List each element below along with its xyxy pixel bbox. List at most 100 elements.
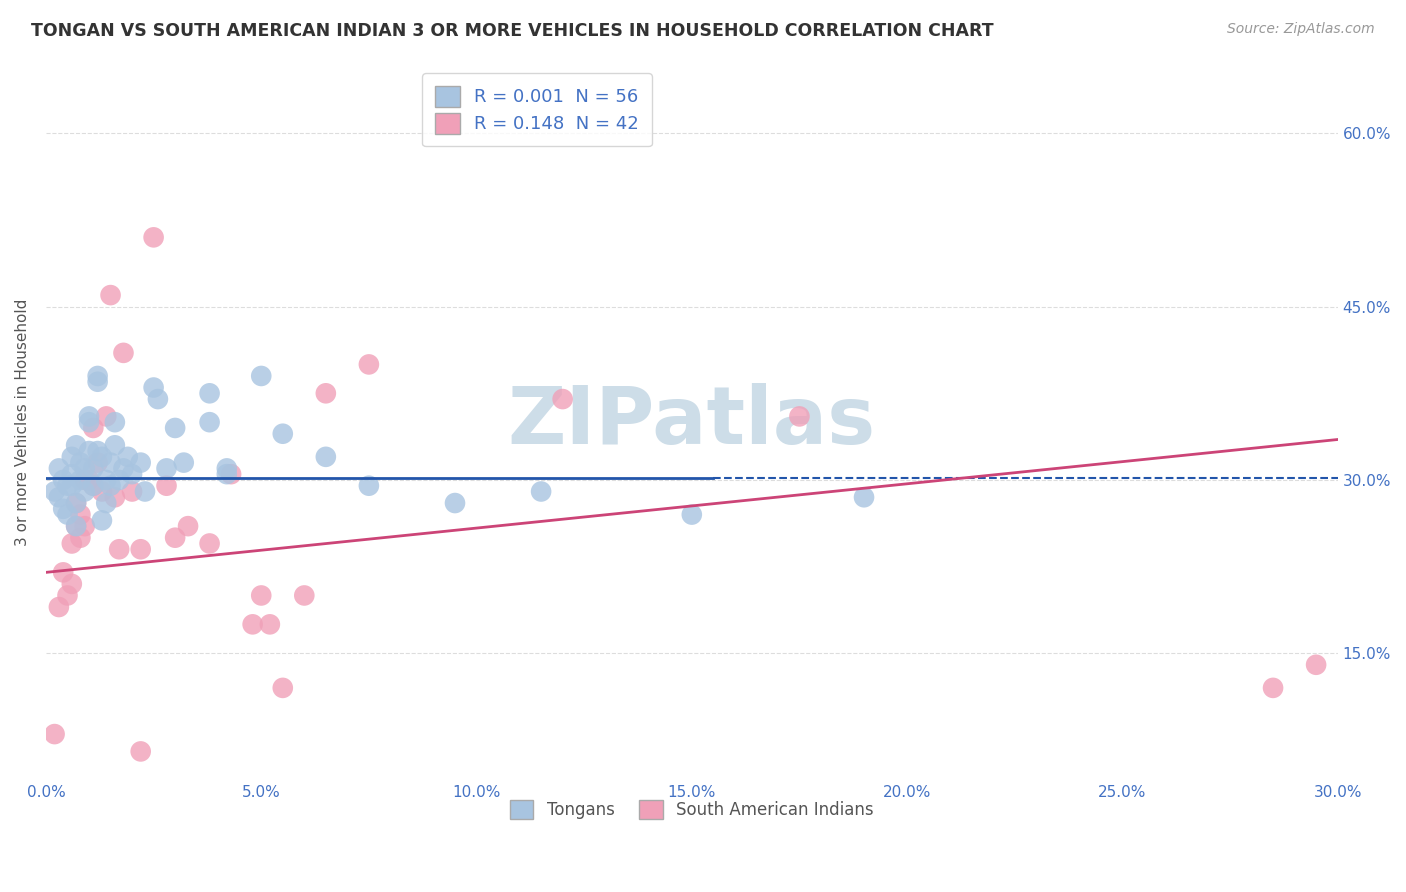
Point bbox=[65, 496, 87, 510]
Point bbox=[82, 479, 104, 493]
Point bbox=[177, 519, 200, 533]
Point bbox=[77, 444, 100, 458]
Point bbox=[69, 508, 91, 522]
Point bbox=[357, 479, 380, 493]
Point bbox=[100, 288, 122, 302]
Point bbox=[48, 600, 70, 615]
Point bbox=[91, 450, 114, 464]
Point bbox=[142, 380, 165, 394]
Point bbox=[165, 421, 187, 435]
Point bbox=[56, 479, 79, 493]
Point bbox=[52, 501, 75, 516]
Text: ZIPatlas: ZIPatlas bbox=[508, 384, 876, 461]
Point bbox=[121, 484, 143, 499]
Point bbox=[271, 426, 294, 441]
Point bbox=[77, 473, 100, 487]
Point bbox=[551, 392, 574, 406]
Point bbox=[173, 456, 195, 470]
Point bbox=[129, 744, 152, 758]
Point bbox=[60, 577, 83, 591]
Point bbox=[86, 375, 108, 389]
Point bbox=[104, 415, 127, 429]
Point bbox=[853, 490, 876, 504]
Point bbox=[65, 438, 87, 452]
Point bbox=[292, 589, 315, 603]
Point bbox=[250, 589, 273, 603]
Point bbox=[129, 542, 152, 557]
Point bbox=[77, 415, 100, 429]
Point bbox=[357, 358, 380, 372]
Point bbox=[1305, 657, 1327, 672]
Point bbox=[250, 368, 273, 383]
Point bbox=[48, 490, 70, 504]
Point bbox=[198, 386, 221, 401]
Point bbox=[444, 496, 467, 510]
Point bbox=[104, 490, 127, 504]
Point bbox=[77, 409, 100, 424]
Point bbox=[69, 531, 91, 545]
Point bbox=[112, 346, 135, 360]
Point bbox=[86, 456, 108, 470]
Point bbox=[69, 456, 91, 470]
Point bbox=[91, 513, 114, 527]
Point bbox=[215, 467, 238, 482]
Point bbox=[60, 450, 83, 464]
Point bbox=[60, 467, 83, 482]
Point bbox=[121, 467, 143, 482]
Point bbox=[82, 479, 104, 493]
Point bbox=[108, 473, 131, 487]
Point bbox=[82, 461, 104, 475]
Point bbox=[65, 519, 87, 533]
Point bbox=[142, 230, 165, 244]
Point bbox=[44, 727, 66, 741]
Point bbox=[100, 479, 122, 493]
Point bbox=[530, 484, 553, 499]
Point bbox=[73, 484, 96, 499]
Point bbox=[259, 617, 281, 632]
Point bbox=[112, 461, 135, 475]
Point bbox=[315, 450, 337, 464]
Point bbox=[789, 409, 811, 424]
Point bbox=[69, 473, 91, 487]
Point bbox=[65, 519, 87, 533]
Point bbox=[146, 392, 169, 406]
Point bbox=[73, 473, 96, 487]
Point bbox=[198, 415, 221, 429]
Point bbox=[219, 467, 242, 482]
Point bbox=[117, 450, 139, 464]
Point bbox=[681, 508, 703, 522]
Point bbox=[315, 386, 337, 401]
Point bbox=[86, 368, 108, 383]
Point bbox=[96, 496, 118, 510]
Point bbox=[129, 456, 152, 470]
Point bbox=[96, 473, 118, 487]
Text: Source: ZipAtlas.com: Source: ZipAtlas.com bbox=[1227, 22, 1375, 37]
Point bbox=[52, 566, 75, 580]
Point bbox=[96, 409, 118, 424]
Point bbox=[134, 484, 156, 499]
Point bbox=[65, 496, 87, 510]
Point bbox=[48, 461, 70, 475]
Point bbox=[56, 589, 79, 603]
Legend: Tongans, South American Indians: Tongans, South American Indians bbox=[503, 793, 880, 826]
Point bbox=[52, 473, 75, 487]
Point bbox=[60, 479, 83, 493]
Point bbox=[108, 542, 131, 557]
Point bbox=[73, 461, 96, 475]
Text: TONGAN VS SOUTH AMERICAN INDIAN 3 OR MORE VEHICLES IN HOUSEHOLD CORRELATION CHAR: TONGAN VS SOUTH AMERICAN INDIAN 3 OR MOR… bbox=[31, 22, 994, 40]
Point bbox=[60, 536, 83, 550]
Point bbox=[1261, 681, 1284, 695]
Point bbox=[271, 681, 294, 695]
Point bbox=[155, 461, 177, 475]
Point bbox=[44, 484, 66, 499]
Point bbox=[198, 536, 221, 550]
Point bbox=[56, 508, 79, 522]
Point bbox=[165, 531, 187, 545]
Point bbox=[91, 484, 114, 499]
Point bbox=[104, 438, 127, 452]
Point bbox=[82, 421, 104, 435]
Point bbox=[73, 519, 96, 533]
Point bbox=[155, 479, 177, 493]
Point bbox=[215, 461, 238, 475]
Y-axis label: 3 or more Vehicles in Household: 3 or more Vehicles in Household bbox=[15, 299, 30, 546]
